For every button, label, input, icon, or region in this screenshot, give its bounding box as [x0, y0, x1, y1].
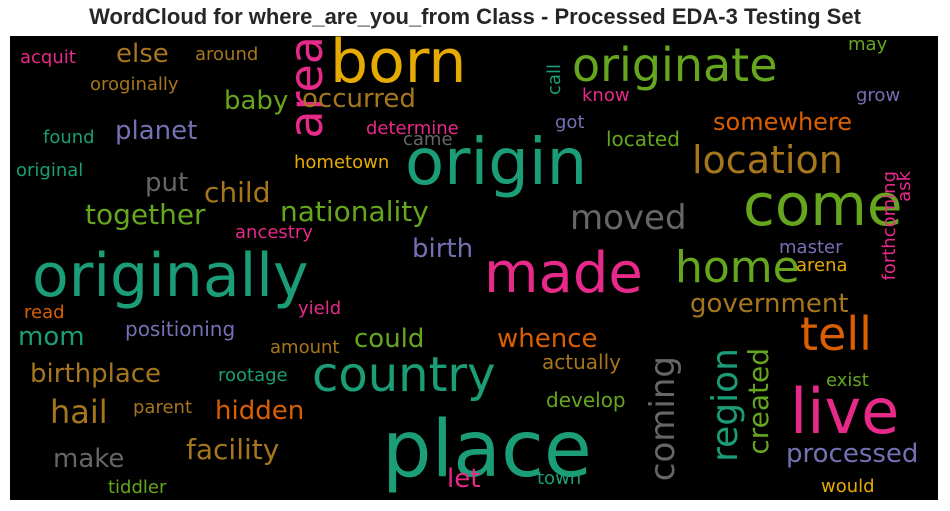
word-may: may	[848, 36, 888, 55]
word-put: put	[145, 168, 189, 198]
chart-title: WordCloud for where_are_you_from Class -…	[89, 4, 861, 29]
word-baby: baby	[224, 86, 289, 116]
word-origin: origin	[405, 126, 588, 200]
word-come: come	[743, 171, 903, 239]
word-nationality: nationality	[280, 195, 429, 228]
word-whence: whence	[497, 324, 598, 354]
word-determine: determine	[366, 118, 459, 139]
word-facility: facility	[186, 433, 280, 466]
word-country: country	[312, 347, 496, 403]
word-government: government	[690, 289, 849, 319]
word-arena: arena	[796, 255, 848, 276]
word-hometown: hometown	[294, 152, 390, 173]
word-originally: originally	[32, 241, 309, 311]
word-place: place	[382, 405, 592, 495]
word-rootage: rootage	[218, 365, 288, 386]
word-would: would	[821, 476, 875, 497]
word-created: created	[742, 348, 775, 455]
word-let: let	[447, 464, 481, 494]
word-else: else	[116, 39, 169, 69]
word-came: came	[403, 129, 453, 150]
word-grow: grow	[856, 85, 901, 106]
word-planet: planet	[115, 116, 198, 146]
word-master: master	[779, 237, 843, 258]
word-tiddler: tiddler	[108, 477, 167, 498]
word-could: could	[354, 324, 425, 354]
word-oroginally: oroginally	[90, 74, 179, 95]
word-exist: exist	[826, 370, 869, 391]
word-moved: moved	[570, 198, 687, 238]
word-original: original	[16, 160, 84, 181]
word-parent: parent	[133, 397, 193, 418]
word-found: found	[43, 127, 95, 148]
word-hidden: hidden	[215, 396, 305, 426]
word-located: located	[606, 127, 680, 151]
word-live: live	[790, 375, 900, 448]
word-coming: coming	[643, 356, 683, 482]
word-originate: originate	[572, 38, 778, 92]
word-home: home	[675, 242, 800, 293]
word-around: around	[195, 44, 259, 65]
word-occurred: occurred	[302, 84, 416, 114]
word-together: together	[85, 198, 206, 231]
word-town: town	[537, 468, 582, 489]
word-mom: mom	[18, 322, 85, 352]
word-yield: yield	[298, 298, 342, 319]
word-read: read	[24, 302, 65, 323]
word-birthplace: birthplace	[30, 359, 162, 389]
word-got: got	[555, 112, 585, 133]
word-tell: tell	[800, 307, 872, 361]
word-born: born	[330, 36, 467, 97]
word-region: region	[705, 348, 746, 462]
word-call: call	[544, 64, 565, 95]
word-made: made	[484, 241, 643, 306]
word-actually: actually	[542, 350, 621, 374]
word-ask: ask	[894, 171, 915, 202]
word-processed: processed	[786, 439, 919, 469]
wordcloud-canvas: place originally origin born live come made cou…	[10, 36, 938, 500]
word-positioning: positioning	[125, 317, 236, 341]
word-ancestry: ancestry	[235, 222, 313, 243]
word-amount: amount	[270, 337, 340, 358]
word-birth: birth	[412, 234, 474, 264]
word-somewhere: somewhere	[713, 108, 853, 136]
word-hail: hail	[50, 393, 108, 431]
word-develop: develop	[546, 388, 626, 412]
word-child: child	[204, 176, 271, 209]
word-acquit: acquit	[20, 47, 76, 68]
word-location: location	[692, 138, 843, 182]
word-know: know	[582, 85, 630, 106]
word-make: make	[53, 444, 125, 474]
